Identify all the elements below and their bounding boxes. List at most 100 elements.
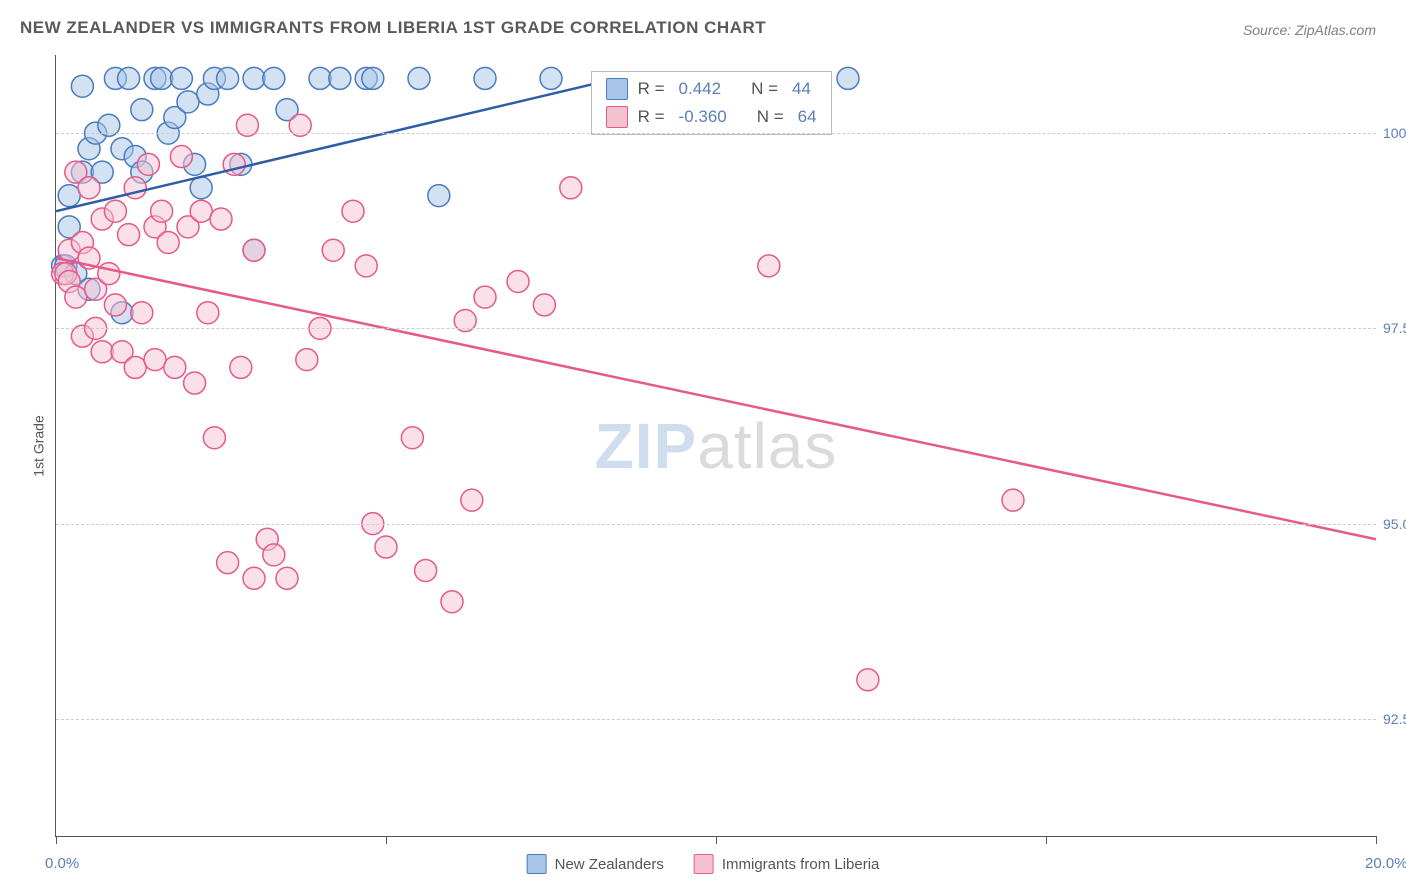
gridline — [56, 524, 1376, 525]
data-point — [243, 67, 265, 89]
data-point — [118, 224, 140, 246]
data-point — [131, 99, 153, 121]
data-point — [342, 200, 364, 222]
legend-row: R = 0.442 N = 44 — [606, 78, 817, 100]
data-point — [177, 91, 199, 113]
data-point — [203, 427, 225, 449]
data-point — [441, 591, 463, 613]
y-tick-label: 97.5% — [1383, 320, 1406, 336]
series-legend: New Zealanders Immigrants from Liberia — [527, 854, 880, 874]
data-point — [131, 302, 153, 324]
data-point — [362, 67, 384, 89]
trend-line — [56, 258, 1376, 539]
y-axis-label: 1st Grade — [31, 415, 47, 476]
data-point — [474, 67, 496, 89]
data-point — [276, 567, 298, 589]
data-point — [408, 67, 430, 89]
data-point — [263, 544, 285, 566]
legend-r-prefix: R = — [638, 107, 665, 127]
y-tick-label: 100.0% — [1383, 125, 1406, 141]
x-axis-label: 20.0% — [1365, 855, 1406, 872]
data-point — [144, 349, 166, 371]
data-point — [1002, 489, 1024, 511]
data-point — [243, 239, 265, 261]
x-axis-label: 0.0% — [45, 855, 79, 872]
chart-area: ZIPatlas R =0.442N =44R =-0.360N =64 92.… — [55, 55, 1376, 837]
data-point — [230, 356, 252, 378]
data-point — [157, 231, 179, 253]
data-point — [124, 356, 146, 378]
gridline — [56, 133, 1376, 134]
legend-swatch — [694, 854, 714, 874]
gridline — [56, 328, 1376, 329]
data-point — [329, 67, 351, 89]
data-point — [210, 208, 232, 230]
data-point — [71, 75, 93, 97]
data-point — [137, 153, 159, 175]
data-point — [217, 552, 239, 574]
legend-n-value: 64 — [798, 107, 817, 127]
data-point — [355, 255, 377, 277]
data-point — [507, 270, 529, 292]
data-point — [78, 177, 100, 199]
legend-series-name: Immigrants from Liberia — [722, 856, 880, 873]
x-tick — [1046, 836, 1047, 844]
data-point — [857, 669, 879, 691]
legend-swatch — [606, 106, 628, 128]
data-point — [170, 146, 192, 168]
legend-r-value: 0.442 — [679, 79, 722, 99]
legend-item: Immigrants from Liberia — [694, 854, 880, 874]
legend-n-prefix: N = — [751, 79, 778, 99]
data-point — [190, 177, 212, 199]
x-tick — [386, 836, 387, 844]
gridline — [56, 719, 1376, 720]
legend-r-prefix: R = — [638, 79, 665, 99]
legend-n-prefix: N = — [757, 107, 784, 127]
data-point — [560, 177, 582, 199]
data-point — [540, 67, 562, 89]
data-point — [98, 263, 120, 285]
data-point — [415, 559, 437, 581]
data-point — [217, 67, 239, 89]
data-point — [309, 67, 331, 89]
legend-series-name: New Zealanders — [555, 856, 664, 873]
data-point — [151, 200, 173, 222]
data-point — [164, 356, 186, 378]
y-tick-label: 95.0% — [1383, 516, 1406, 532]
data-point — [375, 536, 397, 558]
data-point — [91, 341, 113, 363]
data-point — [322, 239, 344, 261]
data-point — [104, 200, 126, 222]
data-point — [58, 185, 80, 207]
data-point — [190, 200, 212, 222]
x-tick — [1376, 836, 1377, 844]
data-point — [151, 67, 173, 89]
legend-r-value: -0.360 — [679, 107, 727, 127]
legend-item: New Zealanders — [527, 854, 664, 874]
data-point — [428, 185, 450, 207]
data-point — [837, 67, 859, 89]
x-tick — [716, 836, 717, 844]
data-point — [533, 294, 555, 316]
data-point — [118, 67, 140, 89]
data-point — [758, 255, 780, 277]
data-point — [474, 286, 496, 308]
data-point — [65, 286, 87, 308]
data-point — [461, 489, 483, 511]
data-point — [170, 67, 192, 89]
legend-swatch — [606, 78, 628, 100]
source-label: Source: ZipAtlas.com — [1243, 22, 1376, 38]
legend-n-value: 44 — [792, 79, 811, 99]
legend-swatch — [527, 854, 547, 874]
x-tick — [56, 836, 57, 844]
data-point — [184, 372, 206, 394]
y-tick-label: 92.5% — [1383, 711, 1406, 727]
data-point — [401, 427, 423, 449]
data-point — [296, 349, 318, 371]
correlation-legend-box: R = 0.442 N = 44 R = -0.360 N = 64 — [591, 71, 832, 135]
data-point — [263, 67, 285, 89]
data-point — [104, 294, 126, 316]
data-point — [243, 567, 265, 589]
chart-title: NEW ZEALANDER VS IMMIGRANTS FROM LIBERIA… — [20, 18, 766, 38]
data-point — [197, 302, 219, 324]
